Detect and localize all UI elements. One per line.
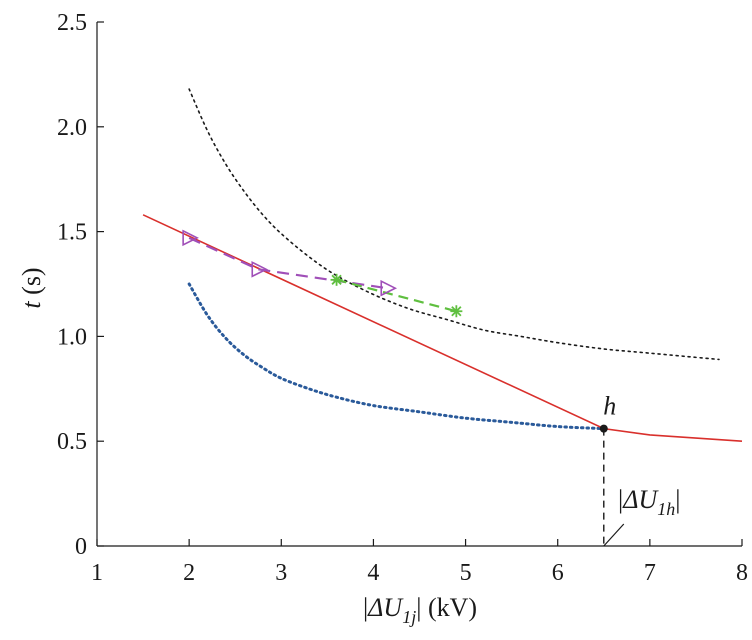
x-tick-label: 4 (367, 560, 379, 586)
annotation-leader (603, 523, 625, 547)
x-tick-label: 2 (183, 560, 195, 586)
x-axis-label-bar: | (363, 593, 368, 622)
markers-layer (182, 229, 463, 318)
x-axis-label: |ΔU1j| (kV) (363, 593, 477, 627)
triangle-marker (251, 261, 269, 278)
axes: 1 2 3 4 5 6 7 800.51.01.52.02.5|ΔU1j| (kV)t (s) (17, 10, 748, 627)
x-tick-label: 8 (736, 560, 748, 586)
x-axis-label-var: ΔU (367, 593, 404, 622)
x-tick-label: 6 (552, 560, 564, 586)
y-tick-label: 0.5 (57, 429, 87, 455)
x-tick-label: 1 (91, 560, 103, 586)
series-dotted-black (188, 88, 720, 361)
annotation-var: ΔU (622, 485, 659, 514)
star-marker (330, 273, 343, 286)
y-tick-label: 2.0 (57, 115, 87, 141)
series-dotted-blue (187, 282, 606, 431)
series-layer (142, 88, 743, 442)
y-axis-label-unit: (s) (17, 267, 46, 294)
y-tick-label: 2.5 (57, 10, 87, 36)
annotation-sub: 1h (657, 499, 675, 519)
point-h-label: h (603, 392, 616, 421)
annotation-layer: h|ΔU1h| (599, 392, 680, 547)
y-axis-label: t (s) (17, 267, 46, 308)
y-tick-label: 1.5 (57, 220, 87, 246)
star-marker-stroke (451, 306, 462, 317)
point-h (599, 424, 608, 433)
series-solid-red (142, 214, 743, 442)
star-marker (450, 305, 463, 318)
x-tick-label: 7 (644, 560, 656, 586)
series-dashed-purple (188, 236, 388, 290)
x-axis-label-sub: 1j (402, 607, 416, 627)
y-tick-label: 0 (75, 534, 87, 560)
annotation-bar: | (675, 485, 680, 514)
x-tick-label: 3 (275, 560, 287, 586)
y-axis-label-var: t (17, 295, 46, 309)
x-axis-label-unit: (kV) (428, 593, 477, 622)
star-marker-stroke (331, 274, 342, 285)
y-tick-label: 1.0 (57, 324, 87, 350)
x-axis-label-bar: | (416, 593, 428, 622)
series-dashed-green (336, 278, 457, 313)
triangle-marker (380, 279, 398, 297)
annotation-delta-u1h: |ΔU1h| (618, 485, 680, 519)
x-tick-label: 5 (460, 560, 472, 586)
triangle-marker (182, 229, 199, 247)
annotation-bar: | (618, 485, 623, 514)
